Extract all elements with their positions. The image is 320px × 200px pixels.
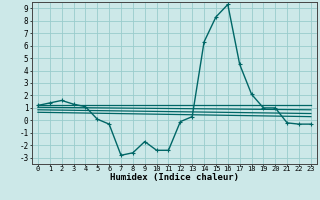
X-axis label: Humidex (Indice chaleur): Humidex (Indice chaleur) bbox=[110, 173, 239, 182]
